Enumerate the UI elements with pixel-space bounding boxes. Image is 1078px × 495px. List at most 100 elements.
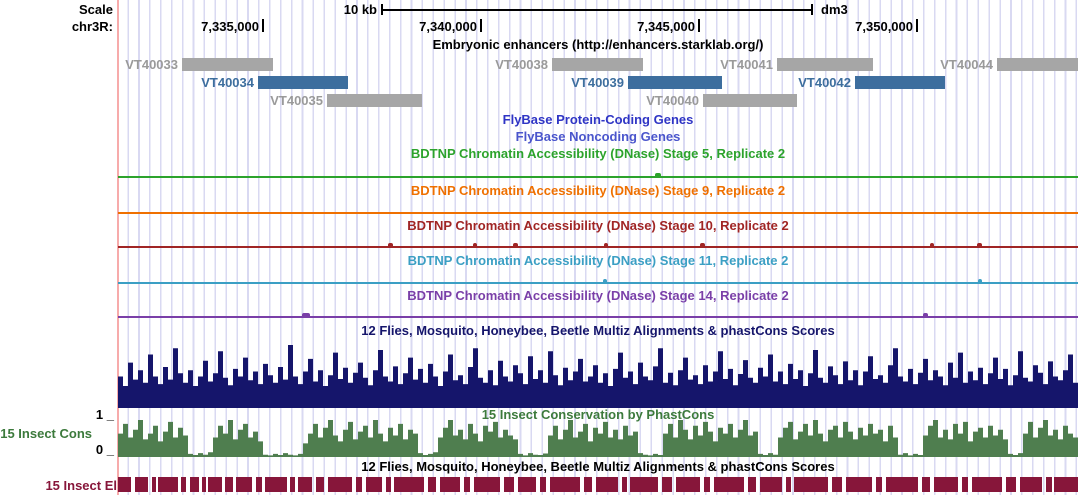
enhancer-item-label: VT40042 <box>798 75 851 90</box>
conserved-element-block <box>256 477 262 492</box>
conserved-element-block <box>794 477 828 492</box>
track-title: BDTNP Chromatin Accessibility (DNase) St… <box>407 253 789 268</box>
scale-bar-length-label: 10 kb <box>343 2 377 17</box>
enhancer-item-bar[interactable] <box>182 58 273 71</box>
conserved-element-block <box>366 477 382 492</box>
ruler-tick-mark <box>262 19 264 32</box>
bdtnp-dnase-stage11-rep2-baseline[interactable] <box>118 282 1078 284</box>
enhancer-item-label: VT40033 <box>125 57 178 72</box>
bdtnp-dnase-stage10-rep2-peak <box>700 243 705 246</box>
conserved-element-block <box>1020 477 1042 492</box>
track-title: FlyBase Protein-Coding Genes <box>502 112 694 127</box>
track-title: Embryonic enhancers (http://enhancers.st… <box>432 37 764 52</box>
enhancer-item-label: VT40044 <box>940 57 993 72</box>
ruler-tick-label: 7,350,000 <box>855 19 913 34</box>
scale-bar-left-tick <box>381 4 383 15</box>
enhancer-item-label: VT40041 <box>720 57 773 72</box>
track-title: BDTNP Chromatin Accessibility (DNase) St… <box>410 146 786 161</box>
enhancer-item-bar[interactable] <box>855 76 945 89</box>
enhancer-item-bar[interactable] <box>997 58 1078 71</box>
conserved-element-block <box>158 477 178 492</box>
track-title: BDTNP Chromatin Accessibility (DNase) St… <box>410 183 786 198</box>
track-title: BDTNP Chromatin Accessibility (DNase) St… <box>407 218 789 233</box>
conserved-element-block <box>474 477 500 492</box>
enhancer-item-label: VT40034 <box>201 75 254 90</box>
conserved-element-block <box>876 477 882 492</box>
conserved-element-block <box>676 477 700 492</box>
enhancer-item-label: VT40040 <box>646 93 699 108</box>
conserved-element-block <box>832 477 842 492</box>
conserved-element-block <box>934 477 958 492</box>
conserved-element-block <box>394 477 424 492</box>
conserved-element-block <box>135 477 148 492</box>
conservation-track-label: 15 Insect Cons <box>0 426 92 441</box>
conserved-element-block <box>886 477 918 492</box>
bdtnp-dnase-stage10-rep2-baseline[interactable] <box>118 246 1078 248</box>
conservation-axis-min: 0 _ <box>95 442 114 457</box>
enhancer-item-bar[interactable] <box>258 76 348 89</box>
conservation-axis-max: 1 _ <box>95 407 114 422</box>
conserved-element-block <box>118 477 131 492</box>
conserved-element-block <box>265 477 287 492</box>
conserved-element-block <box>504 477 514 492</box>
bdtnp-dnase-stage5-rep2-baseline[interactable] <box>118 176 1078 178</box>
conserved-elements-track[interactable] <box>118 477 1078 492</box>
enhancer-item-label: VT40038 <box>495 57 548 72</box>
conserved-element-block <box>540 477 546 492</box>
conserved-element-block <box>662 477 672 492</box>
embryonic-enhancers-track[interactable]: VT40033 VT40038 VT40041 VT40044 VT40034 VT400… <box>118 0 1078 120</box>
bdtnp-dnase-stage10-rep2-peak <box>513 243 518 246</box>
conserved-element-block <box>1046 477 1052 492</box>
enhancer-item-bar[interactable] <box>628 76 722 89</box>
enhancer-item-bar[interactable] <box>552 58 643 71</box>
conserved-element-block <box>316 477 324 492</box>
enhancer-item-label: VT40035 <box>270 93 323 108</box>
conserved-element-block <box>464 477 470 492</box>
conserved-element-block <box>922 477 930 492</box>
enhancer-item-bar[interactable] <box>777 58 873 71</box>
conserved-element-block <box>786 477 791 492</box>
phastcons-conservation-wiggle[interactable] <box>118 418 1078 457</box>
ruler-tick-label: 7,335,000 <box>201 19 259 34</box>
ruler-tick-mark <box>480 19 482 32</box>
genome-assembly-label: dm3 <box>821 2 848 17</box>
conserved-element-block <box>714 477 744 492</box>
conserved-element-block <box>236 477 252 492</box>
ruler-tick-label: 7,340,000 <box>419 19 477 34</box>
bdtnp-dnase-stage11-rep2-peak <box>978 279 982 282</box>
enhancer-item-label: VT40039 <box>571 75 624 90</box>
conserved-element-block <box>152 477 156 492</box>
conserved-element-block <box>972 477 1002 492</box>
bdtnp-dnase-stage10-rep2-peak <box>930 243 934 246</box>
bdtnp-dnase-stage10-rep2-peak <box>604 243 608 246</box>
bdtnp-dnase-stage14-rep2-baseline[interactable] <box>118 316 1078 318</box>
conserved-element-block <box>181 477 186 492</box>
conserved-element-block <box>596 477 618 492</box>
conserved-elements-label: 15 Insect El <box>45 478 117 493</box>
enhancer-item-bar[interactable] <box>327 94 422 107</box>
ruler-tick-label: 7,345,000 <box>637 19 695 34</box>
multiz-alignment-histogram[interactable] <box>118 345 1078 408</box>
conserved-element-block <box>298 477 312 492</box>
track-title: FlyBase Noncoding Genes <box>515 129 681 144</box>
scale-bar-right-tick <box>811 4 813 15</box>
conserved-element-block <box>1006 477 1016 492</box>
scale-label: Scale <box>79 2 113 17</box>
track-title: 12 Flies, Mosquito, Honeybee, Beetle Mul… <box>361 323 835 338</box>
bdtnp-dnase-stage10-rep2-peak <box>977 243 982 246</box>
conserved-element-block <box>584 477 592 492</box>
conserved-element-block <box>630 477 658 492</box>
conserved-element-block <box>1054 477 1078 492</box>
conserved-element-block <box>622 477 627 492</box>
bdtnp-dnase-stage11-rep2-peak <box>603 279 607 282</box>
enhancer-item-bar[interactable] <box>703 94 797 107</box>
conserved-element-block <box>190 477 199 492</box>
bdtnp-dnase-stage9-rep2-baseline[interactable] <box>118 212 1078 214</box>
bdtnp-dnase-stage10-rep2-peak <box>388 243 393 246</box>
conserved-element-block <box>748 477 756 492</box>
track-title: 12 Flies, Mosquito, Honeybee, Beetle Mul… <box>361 459 835 474</box>
bdtnp-dnase-stage10-rep2-peak <box>473 243 477 246</box>
conserved-element-block <box>208 477 222 492</box>
conserved-element-block <box>428 477 436 492</box>
